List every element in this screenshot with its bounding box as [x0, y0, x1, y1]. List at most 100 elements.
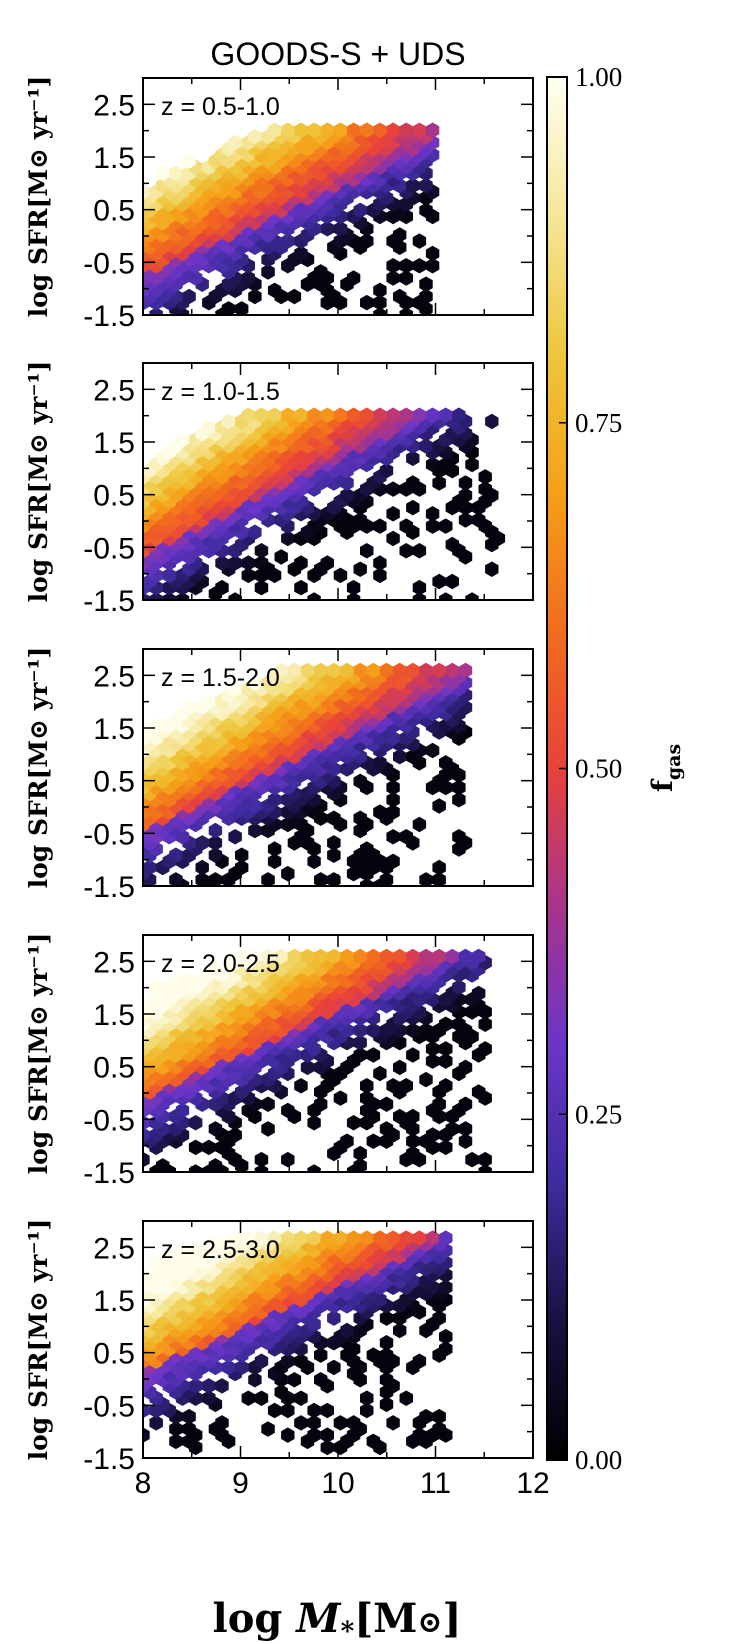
- colorbar-label-sub: gas: [663, 744, 685, 780]
- hexbin: [143, 184, 150, 200]
- hexbin: [406, 1145, 420, 1162]
- hexbin: [386, 853, 400, 870]
- hexbin: [340, 662, 354, 679]
- hexbin: [188, 1378, 203, 1394]
- panels: -1.5 -0.5 0.5 1.5 2.5 z = 0.5-1.0 log SFR[M⊙ y…: [24, 76, 534, 1476]
- hexbin: [267, 841, 282, 857]
- hexbin: [215, 1378, 229, 1394]
- hexbin: [307, 1415, 321, 1431]
- hexbin: [425, 742, 440, 759]
- hexbin: [327, 847, 341, 863]
- hexbin: [327, 1359, 341, 1376]
- hexbin: [439, 1053, 453, 1069]
- hexbin: [425, 122, 440, 138]
- hexbin: [412, 1353, 427, 1369]
- hexbin: [432, 475, 446, 491]
- hexbin: [182, 973, 196, 989]
- hexbin: [393, 748, 407, 765]
- hexbin: [458, 1133, 473, 1149]
- hexbin: [320, 221, 334, 237]
- y-tick-label: 2.5: [93, 946, 135, 979]
- hexbin: [439, 592, 453, 600]
- panel-1: -1.5 -0.5 0.5 1.5 2.5 z = 0.5-1.0 log SFR[M⊙ y…: [24, 76, 534, 333]
- hexbin: [465, 456, 479, 473]
- y-tick-label: 2.5: [93, 374, 135, 407]
- hexbin: [169, 165, 183, 182]
- hexbin: [373, 804, 387, 820]
- hexbin: [425, 258, 440, 274]
- hexbin: [346, 1230, 361, 1246]
- hexbin: [432, 948, 446, 965]
- hexbin: [419, 288, 433, 305]
- hexbin: [208, 822, 223, 839]
- hexbin: [202, 1378, 216, 1394]
- hexbin: [327, 835, 341, 851]
- hexbin: [445, 662, 459, 679]
- hexbin: [235, 1359, 249, 1376]
- hexbin: [419, 1408, 433, 1425]
- hexbin: [143, 1267, 150, 1283]
- hexbin: [439, 1341, 453, 1357]
- hexbins: [143, 1230, 453, 1456]
- hexbin: [314, 662, 328, 679]
- colorbar: 0.00 0.25 0.50 0.75 1.00 fgas: [546, 62, 685, 1475]
- hexbin: [235, 859, 249, 876]
- hexbin: [353, 1047, 367, 1063]
- hexbin: [254, 579, 269, 596]
- hexbin: [432, 1421, 446, 1437]
- hexbin: [353, 561, 367, 577]
- hexbin: [366, 1133, 381, 1149]
- hexbin: [399, 518, 413, 534]
- hexbin: [485, 561, 499, 577]
- hexbin: [452, 779, 466, 796]
- hexbin: [445, 1121, 459, 1137]
- hexbin: [458, 662, 473, 679]
- y-tick-label: -0.5: [83, 818, 135, 851]
- hexbin: [373, 1230, 387, 1246]
- hexbin: [300, 948, 315, 965]
- hexbin: [412, 1230, 427, 1246]
- hexbin: [333, 1090, 348, 1106]
- hexbin: [188, 1242, 203, 1259]
- hexbin: [267, 407, 282, 423]
- y-tick-label: -1.5: [83, 585, 135, 618]
- hexbin: [195, 872, 209, 886]
- hexbin: [412, 592, 427, 600]
- hexbin: [432, 1408, 446, 1425]
- hexbin: [379, 1335, 394, 1351]
- hexbin: [261, 264, 275, 280]
- hexbin: [261, 872, 275, 886]
- hexbin: [360, 878, 374, 886]
- hexbin: [360, 407, 374, 423]
- hexbin: [307, 1230, 321, 1246]
- hexbin: [149, 307, 163, 315]
- hexbin: [425, 518, 440, 534]
- hexbin: [281, 122, 295, 138]
- hexbin: [419, 438, 433, 454]
- hexbin: [432, 859, 446, 876]
- hexbin: [182, 288, 196, 305]
- hexbin: [287, 1372, 302, 1388]
- hexbin: [419, 1071, 433, 1088]
- hexbin: [248, 128, 262, 145]
- hexbin: [360, 294, 374, 311]
- hexbin: [366, 1022, 381, 1039]
- hexbin: [254, 1151, 269, 1168]
- hexbin: [439, 755, 453, 771]
- hexbin: [346, 270, 361, 286]
- hexbin: [221, 413, 236, 430]
- hexbin: [445, 536, 459, 553]
- hexbin: [399, 307, 413, 315]
- figure-title: GOODS-S + UDS: [210, 36, 465, 72]
- hexbin: [320, 1230, 334, 1246]
- hexbin: [241, 1390, 255, 1406]
- panel-2: -1.5 -0.5 0.5 1.5 2.5 z = 1.0-1.5 log SFR[M⊙ y…: [24, 361, 534, 618]
- hexbin: [412, 122, 427, 138]
- hexbin: [379, 1347, 394, 1363]
- hexbin: [215, 1415, 229, 1431]
- hexbin: [182, 153, 196, 169]
- hexbin: [425, 1127, 440, 1143]
- hexbin: [294, 1415, 308, 1431]
- hexbin: [175, 432, 190, 448]
- hexbin: [419, 202, 433, 219]
